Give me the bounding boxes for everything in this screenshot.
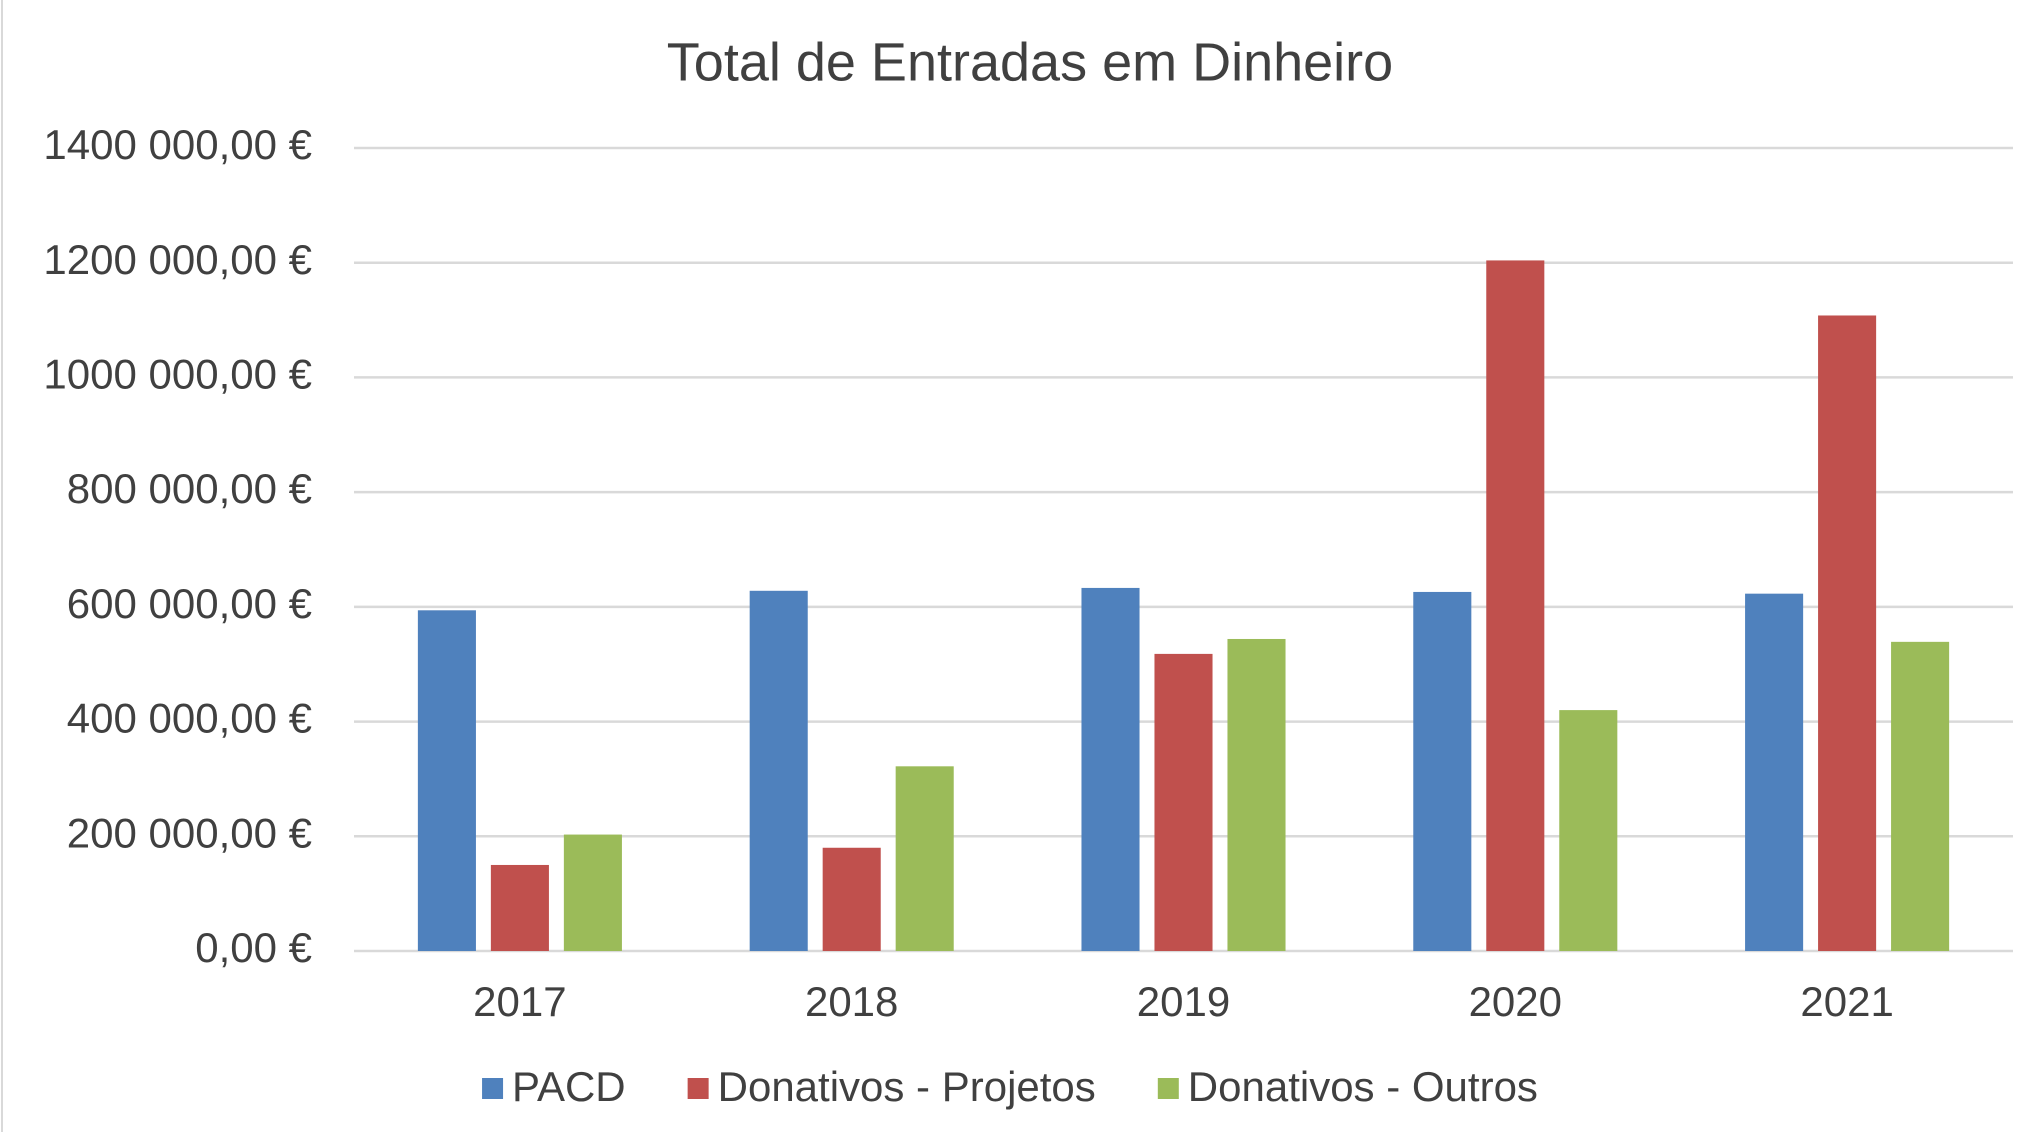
bar xyxy=(749,590,808,951)
y-tick-label: 1000 000,00 € xyxy=(43,351,312,398)
y-tick-label: 800 000,00 € xyxy=(67,465,312,512)
bar xyxy=(417,610,476,951)
legend-swatch xyxy=(1157,1078,1179,1099)
y-tick-label: 400 000,00 € xyxy=(67,695,312,742)
bar xyxy=(1486,260,1545,951)
bar xyxy=(895,766,954,951)
x-tick-label: 2021 xyxy=(1800,978,1893,1025)
bar xyxy=(822,847,881,951)
x-tick-label: 2017 xyxy=(473,978,566,1025)
bar xyxy=(1227,638,1286,951)
y-tick-label: 1400 000,00 € xyxy=(43,121,312,168)
legend-label: Donativos - Projetos xyxy=(718,1063,1096,1110)
bar xyxy=(1154,653,1213,951)
y-tick-label: 1200 000,00 € xyxy=(43,236,312,283)
legend-label: PACD xyxy=(512,1063,626,1110)
legend-swatch xyxy=(687,1078,709,1099)
chart-title: Total de Entradas em Dinheiro xyxy=(667,32,1393,92)
y-tick-label: 0,00 € xyxy=(195,924,312,971)
bar xyxy=(1891,641,1950,951)
x-tick-label: 2018 xyxy=(805,978,898,1025)
bar xyxy=(1081,587,1140,951)
y-tick-label: 600 000,00 € xyxy=(67,580,312,627)
bar xyxy=(1818,315,1877,951)
bar xyxy=(1745,593,1804,951)
bar xyxy=(1559,710,1618,951)
x-tick-label: 2020 xyxy=(1469,978,1562,1025)
legend-swatch xyxy=(482,1078,504,1099)
y-tick-label: 200 000,00 € xyxy=(67,809,312,856)
legend-label: Donativos - Outros xyxy=(1188,1063,1538,1110)
bar xyxy=(563,834,622,951)
bar xyxy=(1413,591,1472,951)
bar xyxy=(490,864,549,951)
x-tick-label: 2019 xyxy=(1137,978,1230,1025)
